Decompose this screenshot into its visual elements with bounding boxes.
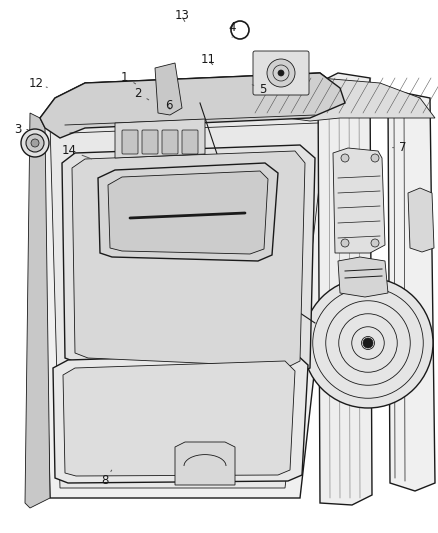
Polygon shape bbox=[175, 442, 235, 485]
Circle shape bbox=[363, 338, 373, 348]
Text: 1: 1 bbox=[121, 71, 136, 84]
Circle shape bbox=[341, 239, 349, 247]
Polygon shape bbox=[115, 119, 205, 158]
Polygon shape bbox=[250, 78, 435, 121]
Text: 7: 7 bbox=[392, 141, 407, 154]
Polygon shape bbox=[53, 353, 308, 483]
Circle shape bbox=[371, 154, 379, 162]
Text: 6: 6 bbox=[165, 99, 173, 111]
Polygon shape bbox=[388, 93, 435, 491]
Circle shape bbox=[341, 154, 349, 162]
FancyBboxPatch shape bbox=[182, 130, 198, 154]
Text: 13: 13 bbox=[174, 10, 189, 22]
Polygon shape bbox=[98, 163, 278, 261]
Text: 8: 8 bbox=[102, 470, 112, 487]
Text: 14: 14 bbox=[62, 144, 92, 159]
FancyBboxPatch shape bbox=[162, 130, 178, 154]
Polygon shape bbox=[318, 73, 372, 505]
Text: 11: 11 bbox=[201, 53, 215, 66]
Circle shape bbox=[267, 59, 295, 87]
Text: 3: 3 bbox=[14, 123, 28, 136]
Polygon shape bbox=[40, 73, 345, 498]
Polygon shape bbox=[25, 113, 50, 508]
Circle shape bbox=[303, 278, 433, 408]
FancyBboxPatch shape bbox=[142, 130, 158, 154]
Polygon shape bbox=[62, 145, 315, 375]
Circle shape bbox=[278, 70, 284, 76]
Polygon shape bbox=[333, 148, 385, 253]
Polygon shape bbox=[85, 73, 320, 91]
Text: 5: 5 bbox=[252, 83, 266, 95]
Polygon shape bbox=[63, 361, 295, 476]
Polygon shape bbox=[155, 63, 182, 115]
Text: 4: 4 bbox=[228, 21, 236, 37]
Polygon shape bbox=[338, 257, 388, 297]
Text: 12: 12 bbox=[28, 77, 47, 90]
Circle shape bbox=[26, 134, 44, 152]
Polygon shape bbox=[108, 171, 268, 254]
FancyBboxPatch shape bbox=[253, 51, 309, 95]
Text: 2: 2 bbox=[134, 87, 149, 100]
Polygon shape bbox=[40, 73, 345, 138]
Circle shape bbox=[31, 139, 39, 147]
FancyBboxPatch shape bbox=[122, 130, 138, 154]
Polygon shape bbox=[72, 151, 305, 367]
Circle shape bbox=[21, 129, 49, 157]
Polygon shape bbox=[50, 81, 328, 488]
Circle shape bbox=[371, 239, 379, 247]
Polygon shape bbox=[408, 188, 434, 252]
